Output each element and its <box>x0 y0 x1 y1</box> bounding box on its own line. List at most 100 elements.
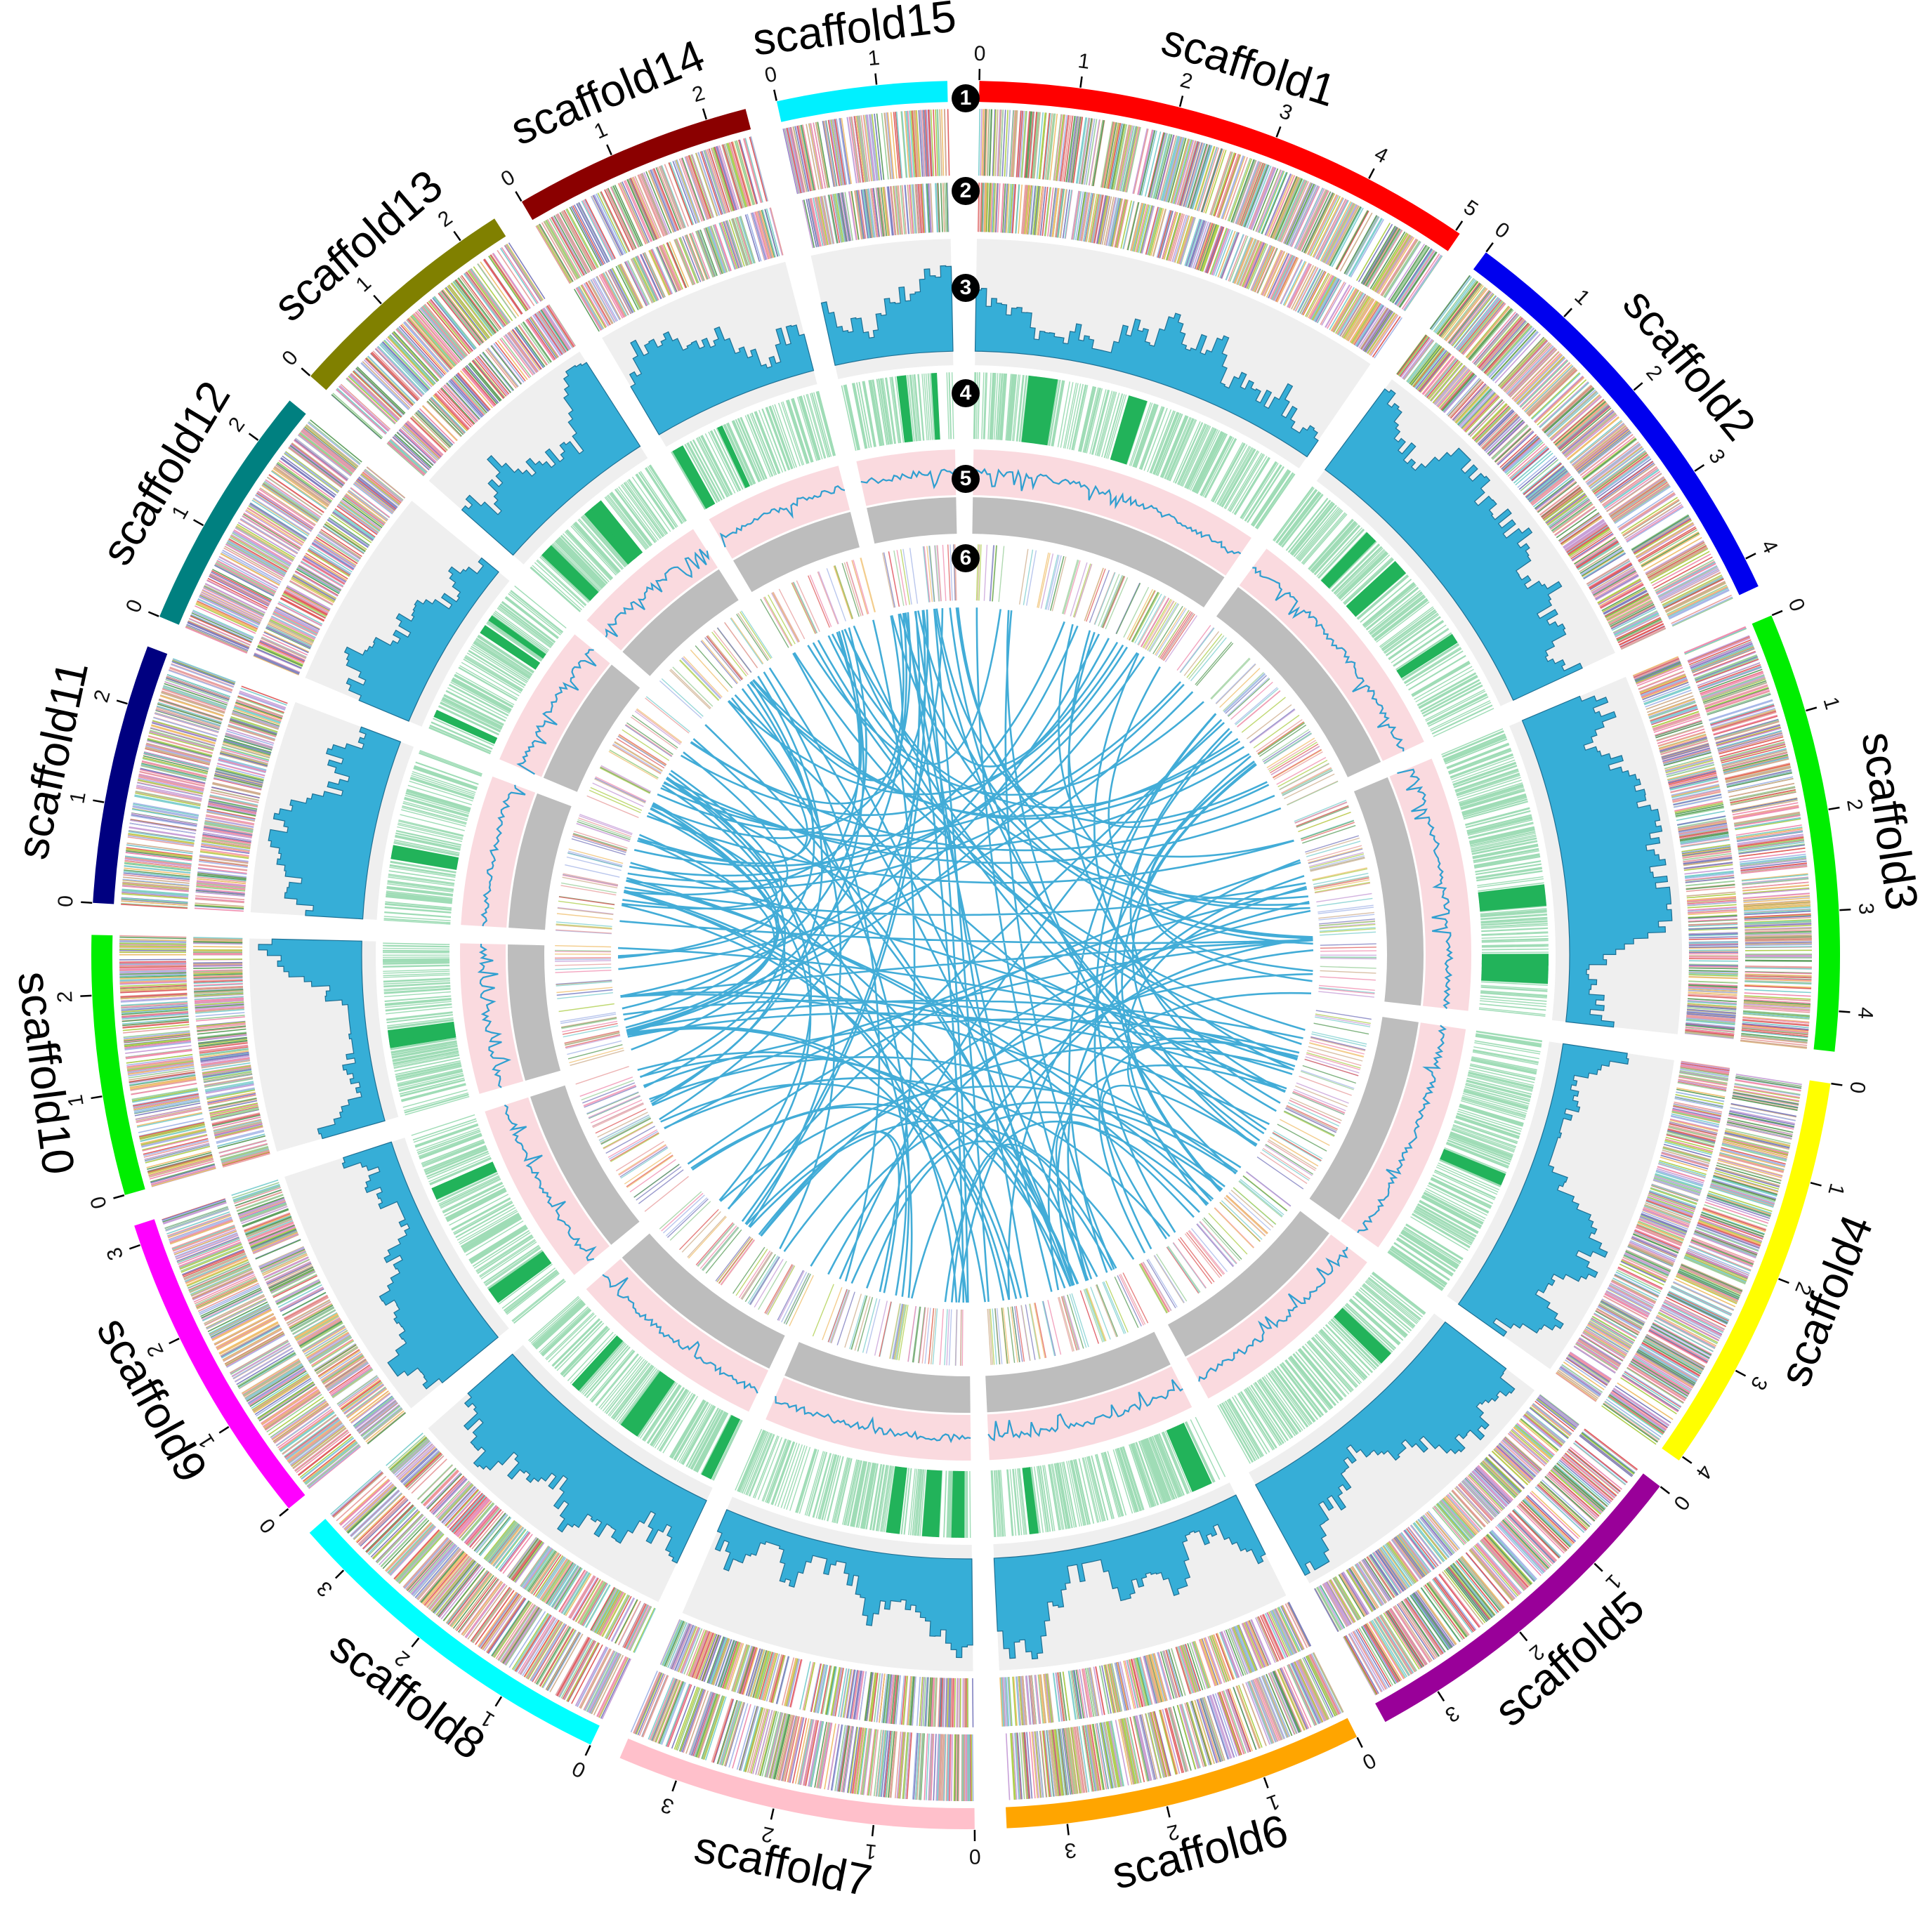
scaffold-9-gray-band <box>530 1085 640 1245</box>
scaffold-4-track2-lines <box>1561 1067 1729 1393</box>
scaffold-12-tick-label: 0 <box>121 596 147 616</box>
scaffold-15-track2-lines <box>814 183 924 246</box>
scaffold-5-track6-lines <box>1141 1207 1255 1312</box>
scaffold-15-track6-lines <box>893 545 940 606</box>
scaffold-6-tick <box>1356 1737 1363 1748</box>
scaffold-5-histogram <box>1254 1321 1516 1576</box>
scaffold-2-track2-lines <box>1400 338 1660 638</box>
scaffold-15-track6-lines <box>900 549 910 605</box>
scaffold-8-track6-lines <box>681 1211 794 1315</box>
scaffold-3-track6-lines <box>1298 811 1376 933</box>
scaffold-2-density-line <box>1252 567 1405 752</box>
scaffold-9-gene-block <box>488 1251 552 1303</box>
scaffold-5-track6-lines <box>1141 1194 1268 1312</box>
scaffold-13-density-line <box>605 548 710 638</box>
scaffold-2-gene-block <box>1320 532 1376 588</box>
scaffold-3-track6-lines <box>1305 835 1376 946</box>
scaffold-14-tick <box>702 108 707 120</box>
scaffold-14-track6-lines <box>793 581 818 633</box>
scaffold-10-track6-lines <box>555 967 619 1038</box>
scaffold-15-track6-lines <box>902 544 953 605</box>
scaffold-8-tick-label: 0 <box>569 1756 589 1782</box>
scaffold-3-track6-lines <box>1319 921 1377 969</box>
scaffold-15-density-bg <box>856 449 957 506</box>
scaffold-1-tick <box>1455 220 1464 231</box>
scaffold-12-tick <box>147 611 159 617</box>
scaffold-15-label: scaffold15 <box>750 0 959 65</box>
scaffold-3-tick-label: 0 <box>1783 595 1809 614</box>
track-marker-label: 5 <box>960 467 972 490</box>
scaffold-6-track6-lines <box>987 1284 1117 1365</box>
scaffold-3-tick-label: 3 <box>1854 902 1878 915</box>
scaffold-7-track1-lines <box>690 1692 966 1801</box>
scaffold-8-tick <box>494 1696 503 1707</box>
scaffold-6-track6-lines <box>1020 1296 1080 1361</box>
scaffold-13-track1-lines <box>353 254 529 418</box>
scaffold-2-track6-lines <box>1195 641 1307 757</box>
scaffold-8-gene-block <box>701 1415 741 1480</box>
scaffold-10-track6-lines <box>556 980 613 996</box>
scaffold-3-ideogram-band <box>1752 615 1840 1052</box>
scaffold-4-track6-lines <box>1264 1015 1371 1176</box>
scaffold-2-tick-label: 0 <box>1490 218 1513 243</box>
scaffold-9-track1-lines <box>166 1211 357 1484</box>
scaffold-3-density-line <box>1397 768 1454 1010</box>
scaffold-7-label: scaffold7 <box>690 1822 876 1906</box>
scaffold-7-track2-lines <box>678 1626 968 1728</box>
scaffold-13-track1-lines <box>336 247 538 434</box>
scaffold-9-histogram <box>341 1141 499 1390</box>
scaffold-1-tick-label: 0 <box>974 42 986 65</box>
scaffold-11-tick <box>93 799 105 803</box>
scaffold-13-track6-lines <box>659 657 721 719</box>
scaffold-12-track6-lines <box>594 741 663 804</box>
scaffold-6-track6-lines <box>990 1280 1129 1365</box>
scaffold-10-tick <box>113 1194 125 1199</box>
scaffold-10-tick-label: 0 <box>86 1194 112 1211</box>
scaffold-3-gene-block <box>1481 959 1549 984</box>
track-2-lines <box>192 183 1739 1728</box>
scaffold-6-track6-lines <box>1011 1275 1142 1362</box>
scaffold-5-track6-lines <box>1142 1230 1224 1312</box>
scaffold-7-gene-block <box>886 1466 907 1534</box>
track-marker-label: 3 <box>960 276 972 299</box>
scaffold-4-track6-lines <box>1285 1058 1359 1132</box>
scaffold-10-track1-lines <box>119 961 216 1185</box>
scaffold-12-tick <box>248 433 259 441</box>
scaffold-5-density-line <box>1198 1246 1348 1382</box>
scaffold-7-ideogram-band <box>619 1738 975 1829</box>
scaffold-12-track6-lines <box>612 743 662 773</box>
scaffold-2-track6-lines <box>1257 721 1322 779</box>
scaffold-10-gray-band <box>507 944 561 1081</box>
scaffold-8-gray-band <box>622 1233 785 1369</box>
scaffold-6-gene-block <box>1166 1423 1212 1492</box>
scaffold-1-gene-block <box>1021 375 1058 446</box>
track-marker-2 <box>952 177 980 205</box>
scaffold-14-track6-lines <box>771 558 876 643</box>
scaffold-14-track6-lines <box>760 562 860 648</box>
scaffold-2-tick-label: 4 <box>1756 536 1782 558</box>
scaffold-12-track6-lines <box>609 749 659 779</box>
scaffold-4-tick-label: 3 <box>1746 1373 1772 1394</box>
scaffold-6-track6-lines <box>1016 1272 1149 1362</box>
scaffold-9-tick-label: 0 <box>255 1514 280 1538</box>
scaffold-3-tick <box>1839 909 1851 911</box>
scaffold-15-gene-block <box>896 375 913 443</box>
scaffold-7-tick-label: 0 <box>969 1845 981 1868</box>
scaffold-7-track6-lines <box>831 1290 958 1366</box>
scaffold-13-track1-lines <box>348 255 527 423</box>
scaffold-15-track6-lines <box>922 546 930 602</box>
scaffold-11-tick <box>116 699 128 705</box>
scaffold-10-density-bg <box>460 943 524 1094</box>
scaffold-6-tick <box>1166 1806 1171 1818</box>
scaffold-9-tick <box>279 1508 289 1517</box>
scaffold-3-density-bg <box>1389 758 1472 1011</box>
scaffold-3-gene-block <box>1478 884 1547 911</box>
scaffold-13-track6-lines <box>672 666 714 707</box>
scaffold-3-tick <box>1839 1010 1851 1013</box>
scaffold-7-track6-lines <box>812 1284 909 1361</box>
scaffold-1-track6-lines <box>1064 560 1170 647</box>
scaffold-4-tick <box>1735 1369 1747 1377</box>
scaffold-2-track6-lines <box>1176 624 1327 785</box>
scaffold-7-track6-lines <box>850 1295 926 1364</box>
